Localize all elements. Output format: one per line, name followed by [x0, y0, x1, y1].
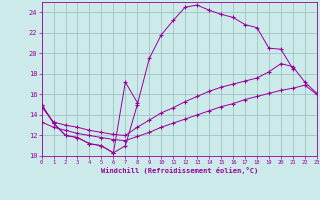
X-axis label: Windchill (Refroidissement éolien,°C): Windchill (Refroidissement éolien,°C) — [100, 167, 258, 174]
